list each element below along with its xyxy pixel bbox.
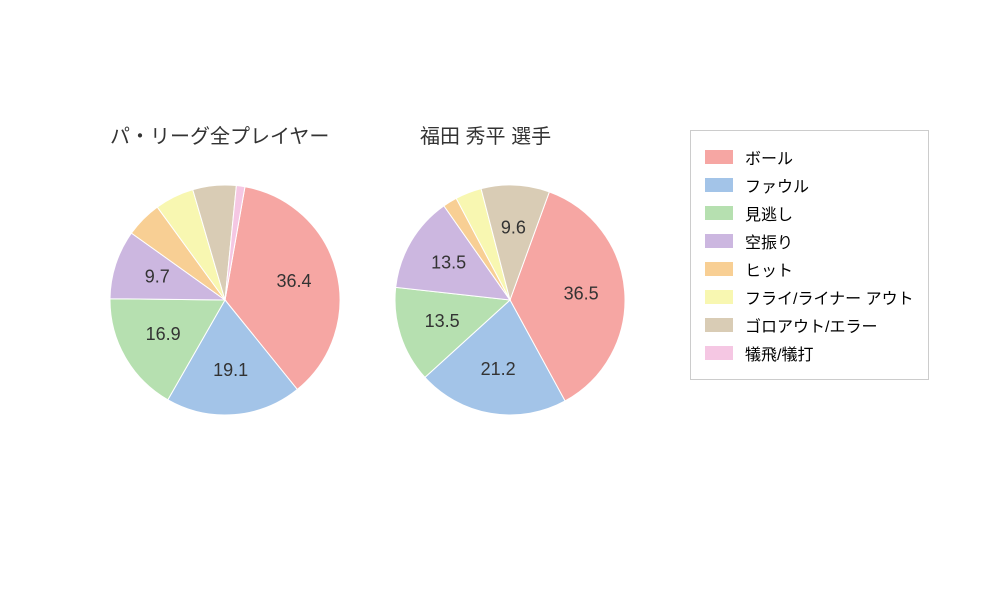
legend-label-ground: ゴロアウト/エラー [745, 313, 877, 337]
legend-item-sac: 犠飛/犠打 [705, 341, 914, 365]
legend-swatch-sac [705, 346, 733, 360]
chart-title-player: 福田 秀平 選手 [420, 120, 551, 149]
slice-label-league-ball: 36.4 [277, 271, 312, 291]
slice-label-player-swing: 13.5 [431, 252, 466, 272]
slice-label-league-swing: 9.7 [145, 267, 170, 287]
slice-label-league-foul: 19.1 [213, 360, 248, 380]
chart-container: 36.4 19.1 16.9 9.7 36.5 21.2 13.5 13.5 9.6 パ・リーグ全… [0, 0, 1000, 600]
legend-item-swing: 空振り [705, 229, 914, 253]
legend-label-swing: 空振り [745, 229, 793, 253]
legend-label-foul: ファウル [745, 173, 809, 197]
legend-label-hit: ヒット [745, 257, 793, 281]
legend-label-flyout: フライ/ライナー アウト [745, 285, 914, 309]
legend-item-ground: ゴロアウト/エラー [705, 313, 914, 337]
slice-label-league-look: 16.9 [146, 324, 181, 344]
legend-swatch-foul [705, 178, 733, 192]
legend-swatch-hit [705, 262, 733, 276]
legend: ボールファウル見逃し空振りヒットフライ/ライナー アウトゴロアウト/エラー犠飛/… [690, 130, 929, 380]
legend-item-flyout: フライ/ライナー アウト [705, 285, 914, 309]
slice-label-player-look: 13.5 [425, 311, 460, 331]
legend-item-hit: ヒット [705, 257, 914, 281]
slice-label-player-foul: 21.2 [481, 359, 516, 379]
legend-label-look: 見逃し [745, 201, 793, 225]
legend-swatch-ground [705, 318, 733, 332]
slice-label-player-ball: 36.5 [564, 283, 599, 303]
legend-swatch-flyout [705, 290, 733, 304]
legend-swatch-swing [705, 234, 733, 248]
legend-label-ball: ボール [745, 145, 793, 169]
chart-title-league: パ・リーグ全プレイヤー [110, 120, 329, 149]
legend-label-sac: 犠飛/犠打 [745, 341, 813, 365]
legend-swatch-ball [705, 150, 733, 164]
legend-item-ball: ボール [705, 145, 914, 169]
legend-item-look: 見逃し [705, 201, 914, 225]
legend-item-foul: ファウル [705, 173, 914, 197]
legend-swatch-look [705, 206, 733, 220]
slice-label-player-ground: 9.6 [501, 218, 526, 238]
